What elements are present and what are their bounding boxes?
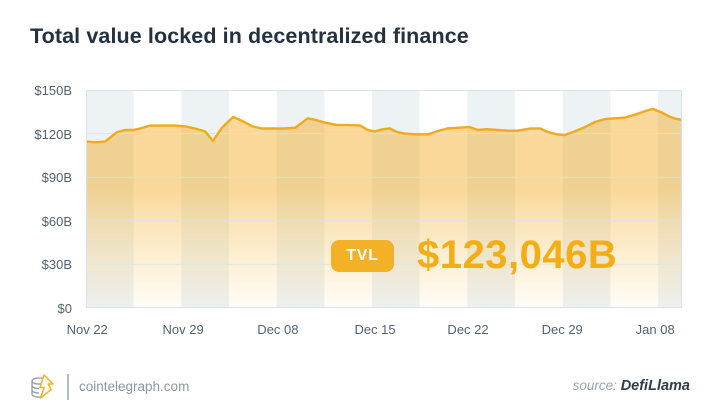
- tvl-badge-label: TVL: [346, 247, 379, 264]
- footer-divider: [67, 374, 69, 400]
- footer: cointelegraph.com source: DefiLlama: [0, 365, 720, 419]
- source-credit: source: DefiLlama: [573, 378, 690, 394]
- x-tick-label: Dec 22: [447, 322, 489, 337]
- x-tick-label: Dec 08: [257, 322, 299, 337]
- footer-site-text: cointelegraph.com: [79, 379, 190, 394]
- chart-plot-area: [86, 90, 682, 308]
- y-tick-label: $30B: [41, 257, 72, 273]
- x-tick-label: Nov 22: [66, 322, 108, 337]
- tvl-area-chart: [86, 90, 682, 308]
- x-tick-label: Dec 15: [354, 322, 396, 337]
- source-label: source:: [572, 378, 617, 393]
- x-tick-label: Dec 29: [541, 322, 583, 337]
- tvl-badge: TVL: [331, 240, 394, 272]
- x-tick-label: Nov 29: [162, 322, 204, 337]
- source-name: DefiLlama: [620, 378, 690, 394]
- y-tick-label: $90B: [41, 170, 72, 186]
- tvl-value: $123,046B: [417, 233, 618, 277]
- y-tick-label: $150B: [34, 83, 72, 98]
- cointelegraph-logo-icon: [29, 373, 57, 401]
- x-tick-label: Jan 08: [635, 322, 675, 337]
- page-title: Total value locked in decentralized fina…: [30, 24, 469, 48]
- y-tick-label: $60B: [41, 213, 72, 229]
- y-tick-label: $120B: [34, 126, 72, 142]
- y-tick-label: $0: [57, 301, 72, 316]
